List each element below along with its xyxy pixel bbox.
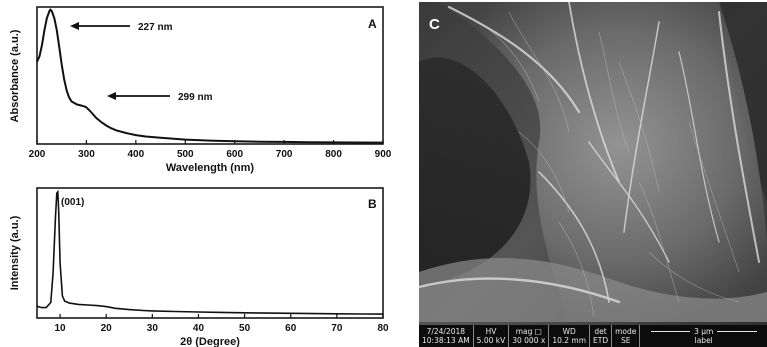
info-hv-head: HV bbox=[485, 327, 497, 336]
info-mag: mag □ 30 000 x bbox=[509, 325, 550, 347]
panel-b-x-ticks: 10 20 30 40 50 60 70 80 bbox=[55, 314, 389, 334]
info-label-text: label bbox=[694, 336, 713, 345]
info-mag-value: 30 000 x bbox=[512, 336, 546, 345]
panel-b-frame bbox=[36, 187, 384, 319]
panel-b-letter: B bbox=[368, 197, 377, 211]
x-tick-label: 40 bbox=[193, 323, 205, 334]
info-hv-value: 5.00 kV bbox=[476, 336, 506, 345]
info-time: 10:38:13 AM bbox=[422, 336, 470, 345]
info-det: det ETD bbox=[590, 325, 613, 347]
info-wd: WD 10.2 mm bbox=[549, 325, 591, 347]
x-tick-label: 20 bbox=[101, 323, 113, 334]
annotation-arrowhead-299 bbox=[107, 92, 116, 100]
info-hv: HV 5.00 kV bbox=[474, 325, 510, 347]
sem-micrograph: C 7/24/2018 10:38:13 AM HV 5.00 kV mag □… bbox=[419, 2, 767, 347]
annotation-arrowhead-227 bbox=[70, 22, 79, 30]
x-tick-label: 30 bbox=[147, 323, 159, 334]
charts-svg: 200 300 400 500 600 700 800 900 A Wavelength (n… bbox=[9, 6, 392, 347]
info-datetime: 7/24/2018 10:38:13 AM bbox=[419, 325, 474, 347]
info-date: 7/24/2018 bbox=[426, 327, 466, 336]
sem-info-bar: 7/24/2018 10:38:13 AM HV 5.00 kV mag □ 3… bbox=[419, 325, 767, 347]
info-mag-head: mag □ bbox=[515, 327, 542, 336]
panel-a-letter: A bbox=[368, 17, 377, 31]
panel-b-xlabel: 2θ (Degree) bbox=[180, 336, 240, 347]
x-tick-label: 800 bbox=[325, 149, 342, 160]
panel-b-chart: 10 20 30 40 50 60 70 80 B (001) 2θ (Degree) Int… bbox=[9, 187, 389, 347]
x-tick-label: 700 bbox=[276, 149, 293, 160]
x-tick-label: 300 bbox=[78, 149, 95, 160]
scale-bar-label: 3 μm bbox=[694, 327, 714, 336]
panel-a-xlabel: Wavelength (nm) bbox=[166, 162, 255, 174]
scale-bar: 3 μm bbox=[650, 327, 757, 336]
info-mode-value: SE bbox=[621, 336, 631, 345]
info-mode-head: mode bbox=[615, 327, 637, 336]
annotation-227: 227 nm bbox=[138, 22, 173, 33]
x-tick-label: 60 bbox=[285, 323, 297, 334]
x-tick-label: 500 bbox=[177, 149, 194, 160]
x-tick-label: 600 bbox=[226, 149, 243, 160]
panel-a-x-ticks: 200 300 400 500 600 700 800 900 bbox=[29, 140, 392, 160]
info-det-value: ETD bbox=[593, 336, 609, 345]
x-tick-label: 50 bbox=[239, 323, 251, 334]
x-tick-label: 400 bbox=[128, 149, 145, 160]
panel-a-absorbance-line bbox=[36, 8, 384, 144]
info-mode: mode SE bbox=[612, 325, 641, 347]
info-det-head: det bbox=[594, 327, 607, 336]
panel-a-ylabel: Absorbance (a.u.) bbox=[9, 29, 21, 122]
annotation-299: 299 nm bbox=[178, 92, 213, 103]
panel-b-peak-annotation: (001) bbox=[61, 197, 84, 208]
info-wd-head: WD bbox=[562, 327, 576, 336]
sem-image bbox=[419, 2, 767, 347]
x-tick-label: 80 bbox=[377, 323, 389, 334]
panel-b-intensity-line bbox=[36, 189, 384, 315]
info-scale: 3 μm label bbox=[640, 325, 767, 347]
x-tick-label: 200 bbox=[29, 149, 46, 160]
x-tick-label: 900 bbox=[375, 149, 392, 160]
x-tick-label: 10 bbox=[55, 323, 67, 334]
panel-a-frame bbox=[36, 6, 384, 145]
x-tick-label: 70 bbox=[331, 323, 343, 334]
info-wd-value: 10.2 mm bbox=[552, 336, 587, 345]
panel-b-ylabel: Intensity (a.u.) bbox=[9, 215, 21, 290]
panel-c-letter: C bbox=[429, 16, 440, 33]
panel-a-chart: 200 300 400 500 600 700 800 900 A Wavelength (n… bbox=[9, 6, 392, 174]
